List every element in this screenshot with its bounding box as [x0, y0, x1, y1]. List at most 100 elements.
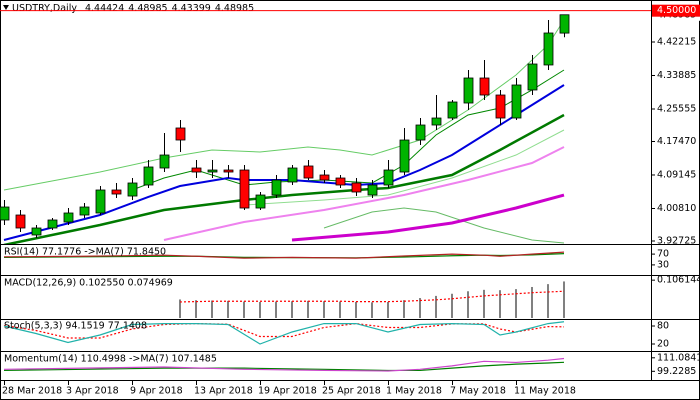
- level-label: 4.50000: [657, 5, 696, 16]
- histogram-bar: [531, 286, 533, 318]
- plot-area: [179, 281, 565, 318]
- candle-body: [63, 212, 74, 223]
- x-tick-label: 11 May 2018: [514, 386, 576, 397]
- header-high: 4.48985: [128, 3, 167, 14]
- x-tick-label: 13 Apr 2018: [194, 386, 253, 397]
- candle-body: [223, 169, 234, 173]
- candle-body: [319, 174, 330, 181]
- histogram-bar: [259, 301, 261, 318]
- histogram-bar: [195, 300, 197, 318]
- histogram-bar: [275, 301, 277, 318]
- candle-body: [271, 179, 282, 196]
- candle-body: [351, 182, 362, 193]
- y-tick-label: 4.25555: [657, 103, 696, 114]
- histogram-bar: [355, 301, 357, 318]
- plot-area: [3, 321, 565, 345]
- y-tick-label: 3.92725: [657, 236, 696, 247]
- candle-body: [143, 166, 154, 186]
- indicator-line: [3, 251, 565, 259]
- indicator-title: Stoch(5,3,3) 94.1519 77.1408: [4, 321, 147, 332]
- histogram-bar: [563, 281, 565, 318]
- candle-body: [415, 124, 426, 141]
- indicator-line: [291, 193, 565, 242]
- header-close: 4.48985: [215, 3, 254, 14]
- candle-body: [543, 32, 554, 66]
- candle-body: [159, 154, 170, 169]
- x-tick-label: 7 May 2018: [450, 386, 506, 397]
- y-tick-label: 0.106144: [657, 275, 700, 286]
- indicator-line: [3, 321, 565, 345]
- y-tick-label: 4.17470: [657, 136, 696, 147]
- candle-body: [303, 165, 314, 179]
- candle-body: [111, 189, 122, 195]
- candle-body: [95, 189, 106, 214]
- histogram-bar: [451, 293, 453, 318]
- histogram-bar: [323, 301, 325, 318]
- indicator-line: [323, 207, 565, 244]
- histogram-bar: [211, 300, 213, 318]
- candle-body: [367, 184, 378, 196]
- x-tick-label: 28 Mar 2018: [2, 386, 62, 397]
- histogram-bar: [307, 300, 309, 318]
- histogram-bar: [515, 289, 517, 318]
- candle-body: [15, 214, 26, 229]
- histogram-bar: [403, 300, 405, 318]
- indicator-line: [3, 113, 565, 244]
- header-low: 4.43399: [172, 3, 211, 14]
- candle-body: [399, 139, 410, 173]
- indicator-line: [163, 146, 565, 241]
- candle-body: [47, 219, 58, 229]
- candle-body: [383, 169, 394, 186]
- x-tick-label: 19 Apr 2018: [258, 386, 317, 397]
- candle-body: [207, 169, 218, 173]
- candle-body: [239, 169, 250, 209]
- y-tick-label: 20: [657, 339, 669, 350]
- histogram-bar: [243, 301, 245, 318]
- y-tick-label: 111.0841: [657, 352, 700, 363]
- candle-body: [463, 77, 474, 104]
- y-tick-label: 30: [657, 259, 669, 270]
- histogram-bar: [339, 301, 341, 318]
- panel-borders: [0, 0, 700, 381]
- level-tag: [652, 4, 700, 17]
- indicator-title: MACD(12,26,9) 0.102550 0.074969: [4, 278, 173, 289]
- histogram-bar: [291, 301, 293, 318]
- y-tick-label: 70: [657, 249, 669, 260]
- candle-body: [79, 206, 90, 216]
- candle-body: [527, 63, 538, 91]
- histogram-bar: [435, 295, 437, 318]
- y-tick-label: 99.2285: [657, 366, 696, 377]
- y-tick-label: 4.00810: [657, 203, 696, 214]
- y-tick-label: 4.33885: [657, 70, 696, 81]
- plot-area: [3, 251, 565, 259]
- indicator-line: [3, 361, 565, 372]
- indicator-line: [3, 357, 565, 372]
- histogram-bar: [547, 284, 549, 318]
- histogram-bar: [387, 301, 389, 318]
- indicator-title: RSI(14) 77.1776 ->MA(7) 71.8450: [4, 247, 166, 258]
- candle-body: [447, 101, 458, 119]
- candle-body: [431, 117, 442, 126]
- y-tick-label: 4.09145: [657, 169, 696, 180]
- symbol-icon: [3, 5, 9, 10]
- candle-body: [191, 167, 202, 173]
- candle-body: [495, 94, 506, 119]
- candle-body: [0, 206, 10, 221]
- candle-body: [127, 182, 138, 197]
- x-tick-label: 25 Apr 2018: [322, 386, 381, 397]
- y-tick-label: 80: [657, 321, 669, 332]
- indicator-line: [3, 322, 565, 339]
- histogram-bar: [227, 300, 229, 318]
- histogram-bar: [467, 291, 469, 318]
- histogram-bar: [371, 302, 373, 318]
- symbol: USDTRY,Daily: [12, 3, 77, 14]
- candle-body: [31, 227, 42, 236]
- candle-body: [335, 177, 346, 186]
- y-tick-label: 4.42215: [657, 36, 696, 47]
- header-open: 4.44424: [85, 3, 124, 14]
- candle-body: [175, 127, 186, 141]
- indicator-title: Momentum(14) 110.4998 ->MA(7) 107.1485: [4, 354, 217, 365]
